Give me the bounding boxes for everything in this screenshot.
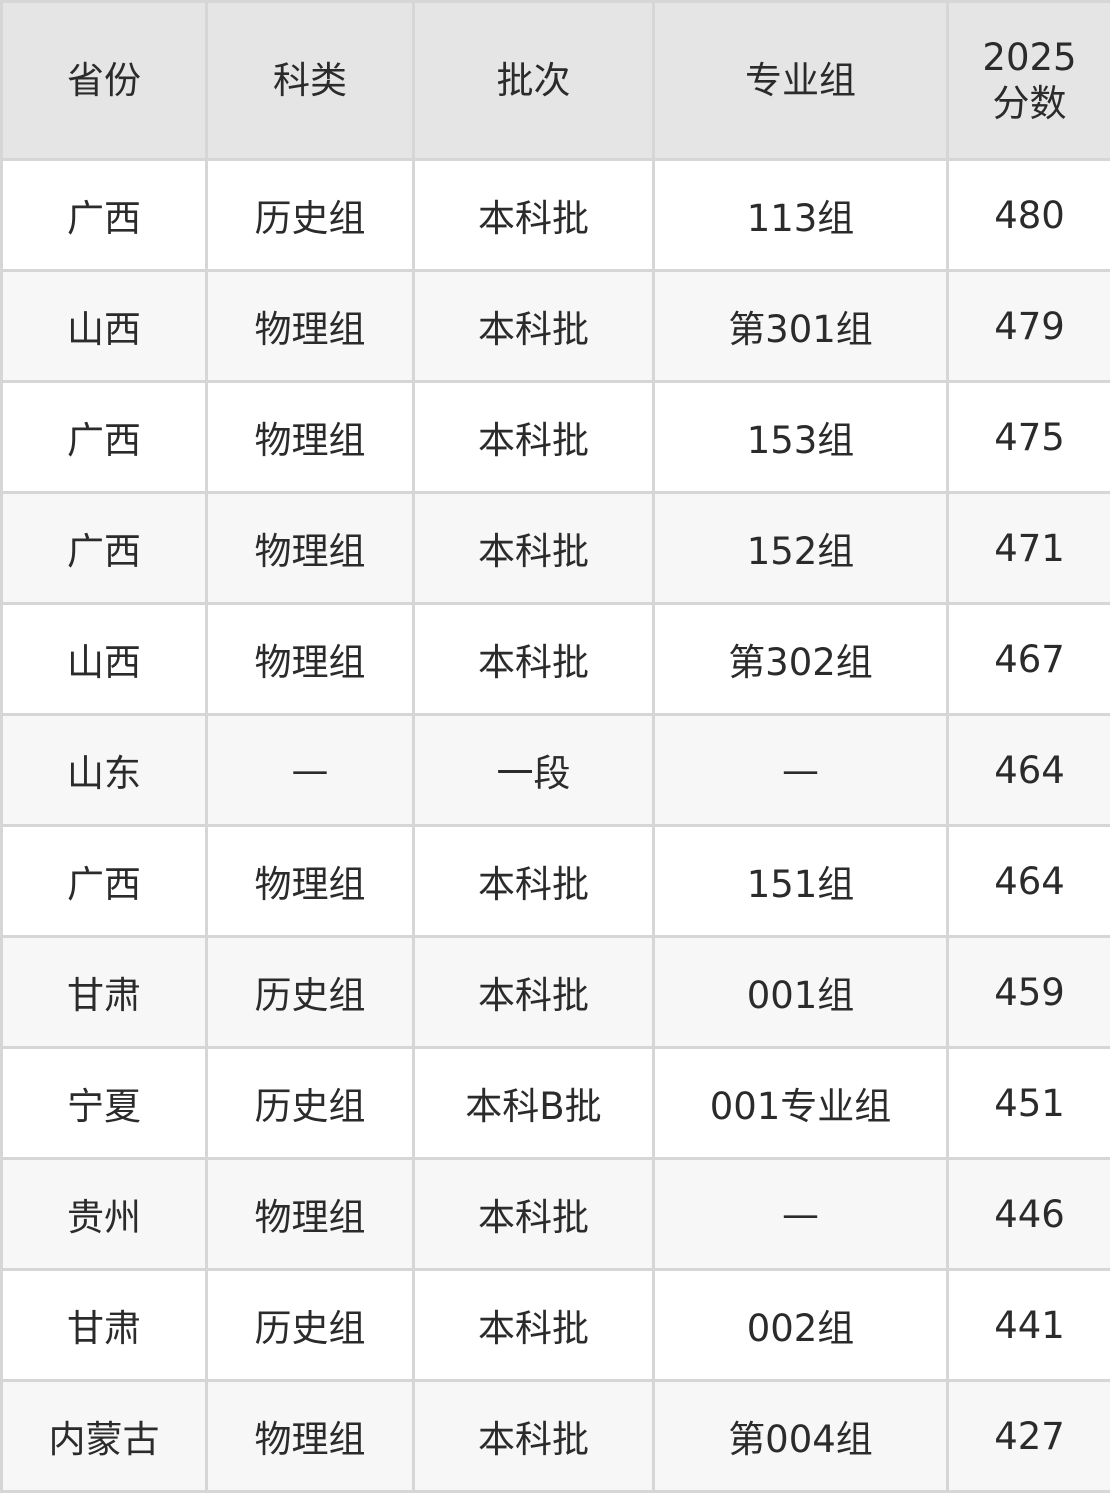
table-row: 广西 历史组 本科批 113组 480 bbox=[0, 158, 1110, 272]
table-row: 贵州 物理组 本科批 —446 bbox=[0, 1157, 1110, 1271]
cell-score: 479 bbox=[946, 269, 1110, 383]
cell-score: 441 bbox=[946, 1268, 1110, 1382]
cell-batch: 本科批 bbox=[412, 269, 655, 383]
cell-major-group: — bbox=[652, 1157, 949, 1271]
table-row: 广西 物理组 本科批 151组 464 bbox=[0, 824, 1110, 938]
header-score-year: 2025 bbox=[982, 35, 1077, 79]
cell-major-group: 002组 bbox=[652, 1268, 949, 1382]
cell-subject: 物理组 bbox=[205, 1157, 415, 1271]
header-subject: 科类 bbox=[205, 0, 415, 161]
cell-major-group: 152组 bbox=[652, 491, 949, 605]
cell-province: 广西 bbox=[0, 380, 208, 494]
cell-batch: 本科批 bbox=[412, 491, 655, 605]
cell-province: 广西 bbox=[0, 824, 208, 938]
cell-batch: 本科B批 bbox=[412, 1046, 655, 1160]
header-batch: 批次 bbox=[412, 0, 655, 161]
cell-score: 459 bbox=[946, 935, 1110, 1049]
cell-score: 467 bbox=[946, 602, 1110, 716]
header-row: 省份 科类 批次 专业组 2025 分数 bbox=[0, 0, 1110, 161]
cell-subject: 物理组 bbox=[205, 824, 415, 938]
cell-subject: 历史组 bbox=[205, 1268, 415, 1382]
cell-province: 甘肃 bbox=[0, 1268, 208, 1382]
cell-subject: 历史组 bbox=[205, 158, 415, 272]
cell-major-group: 113组 bbox=[652, 158, 949, 272]
header-score-label: 分数 bbox=[992, 81, 1067, 125]
cell-province: 广西 bbox=[0, 158, 208, 272]
cell-major-group: 001专业组 bbox=[652, 1046, 949, 1160]
table-row: 甘肃 历史组 本科批 001组 459 bbox=[0, 935, 1110, 1049]
cell-province: 广西 bbox=[0, 491, 208, 605]
cell-major-group: 第301组 bbox=[652, 269, 949, 383]
cell-batch: 本科批 bbox=[412, 935, 655, 1049]
cell-score: 464 bbox=[946, 824, 1110, 938]
cell-score: 471 bbox=[946, 491, 1110, 605]
cell-subject: 历史组 bbox=[205, 935, 415, 1049]
table-row: 甘肃 历史组 本科批 002组 441 bbox=[0, 1268, 1110, 1382]
table-row: 山东 — 一段 —464 bbox=[0, 713, 1110, 827]
cell-subject: — bbox=[205, 713, 415, 827]
cell-batch: 本科批 bbox=[412, 158, 655, 272]
table-row: 内蒙古 物理组 本科批 第004组 427 bbox=[0, 1379, 1110, 1493]
cell-batch: 本科批 bbox=[412, 1268, 655, 1382]
table-row: 广西 物理组 本科批 153组 475 bbox=[0, 380, 1110, 494]
cell-score: 475 bbox=[946, 380, 1110, 494]
cell-score: 446 bbox=[946, 1157, 1110, 1271]
header-province: 省份 bbox=[0, 0, 208, 161]
cell-province: 内蒙古 bbox=[0, 1379, 208, 1493]
cell-province: 甘肃 bbox=[0, 935, 208, 1049]
cell-major-group: 第302组 bbox=[652, 602, 949, 716]
cell-score: 480 bbox=[946, 158, 1110, 272]
cell-score: 464 bbox=[946, 713, 1110, 827]
cell-batch: 本科批 bbox=[412, 380, 655, 494]
cell-province: 山西 bbox=[0, 602, 208, 716]
cell-province: 山西 bbox=[0, 269, 208, 383]
cell-province: 贵州 bbox=[0, 1157, 208, 1271]
cell-batch: 本科批 bbox=[412, 602, 655, 716]
cell-batch: 本科批 bbox=[412, 1379, 655, 1493]
cell-score: 427 bbox=[946, 1379, 1110, 1493]
cell-major-group: — bbox=[652, 713, 949, 827]
cell-major-group: 153组 bbox=[652, 380, 949, 494]
cell-subject: 历史组 bbox=[205, 1046, 415, 1160]
cell-batch: 本科批 bbox=[412, 1157, 655, 1271]
table-row: 宁夏 历史组 本科B批 001专业组 451 bbox=[0, 1046, 1110, 1160]
cell-subject: 物理组 bbox=[205, 380, 415, 494]
cell-batch: 本科批 bbox=[412, 824, 655, 938]
cell-subject: 物理组 bbox=[205, 269, 415, 383]
cell-subject: 物理组 bbox=[205, 602, 415, 716]
cell-province: 山东 bbox=[0, 713, 208, 827]
cell-major-group: 第004组 bbox=[652, 1379, 949, 1493]
cell-subject: 物理组 bbox=[205, 491, 415, 605]
table-row: 广西 物理组 本科批 152组 471 bbox=[0, 491, 1110, 605]
cell-province: 宁夏 bbox=[0, 1046, 208, 1160]
cell-major-group: 151组 bbox=[652, 824, 949, 938]
cell-score: 451 bbox=[946, 1046, 1110, 1160]
header-score: 2025 分数 bbox=[946, 0, 1110, 161]
table-row: 山西 物理组 本科批 第302组 467 bbox=[0, 602, 1110, 716]
header-major-group: 专业组 bbox=[652, 0, 949, 161]
table-row: 山西 物理组 本科批 第301组 479 bbox=[0, 269, 1110, 383]
cell-major-group: 001组 bbox=[652, 935, 949, 1049]
cell-subject: 物理组 bbox=[205, 1379, 415, 1493]
cell-batch: 一段 bbox=[412, 713, 655, 827]
